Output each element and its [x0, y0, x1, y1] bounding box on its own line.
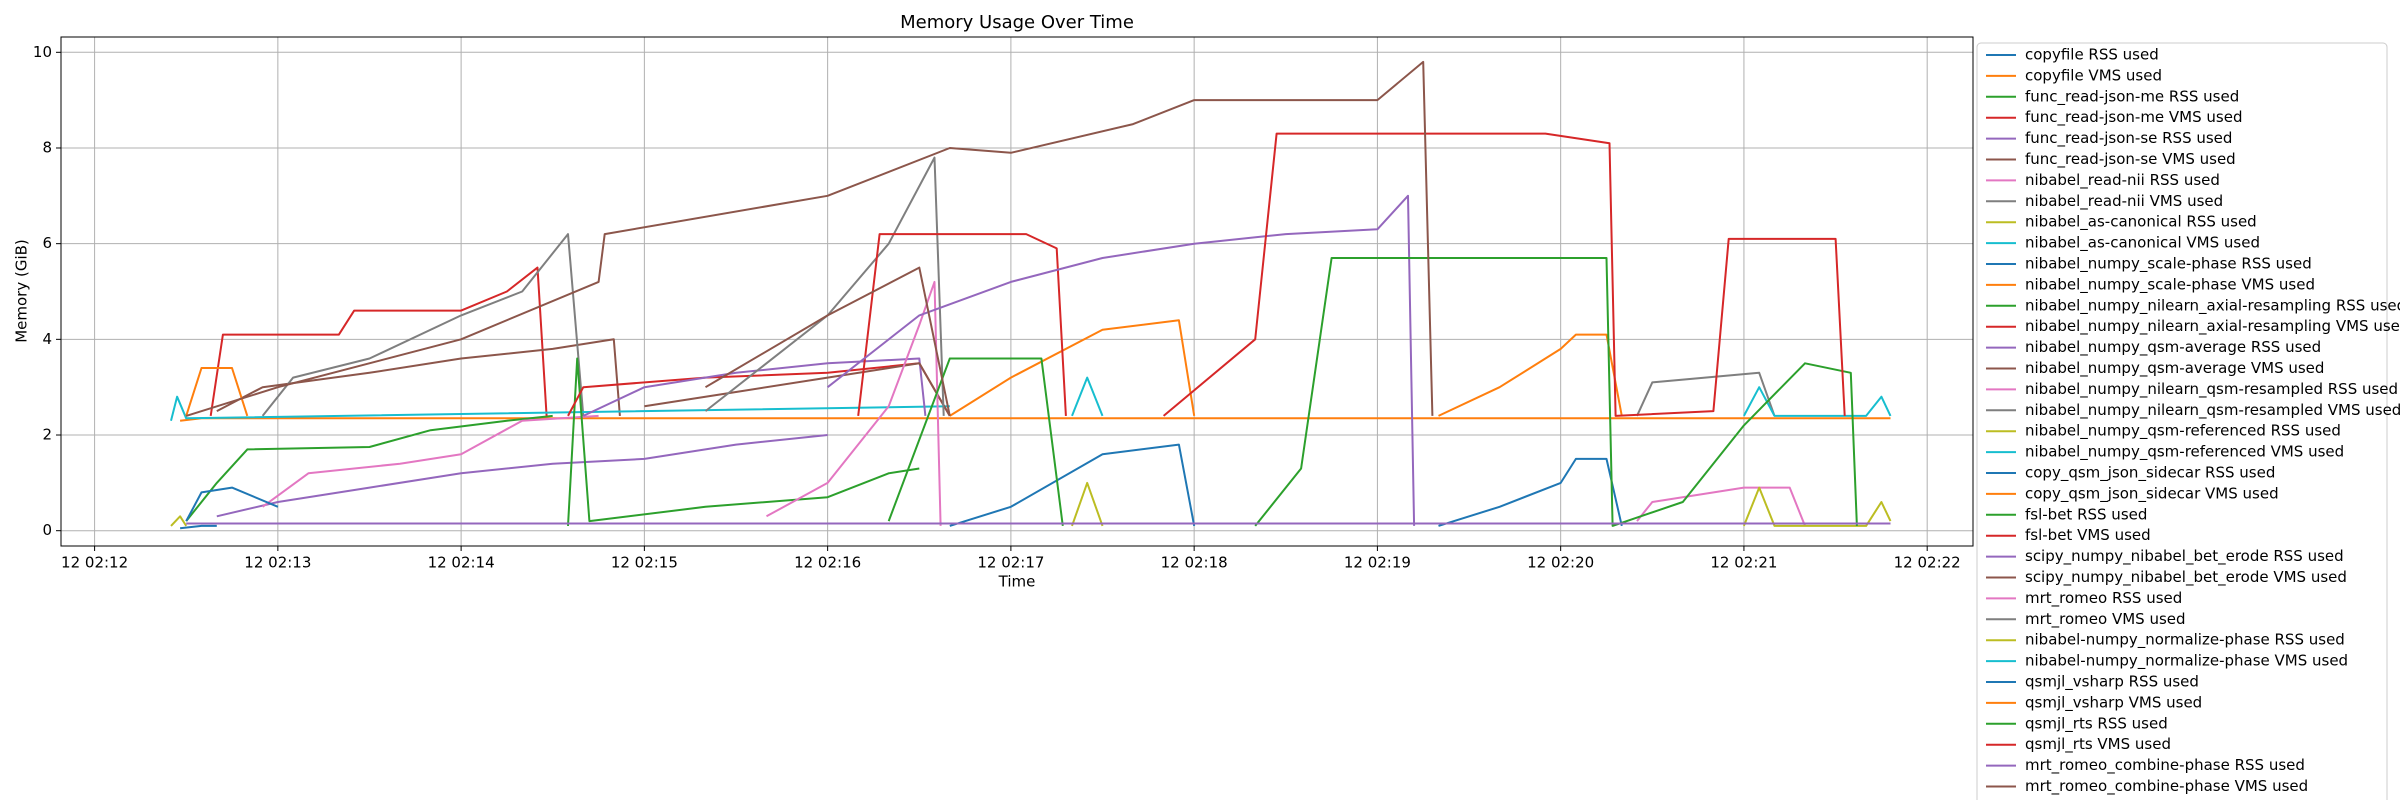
series-line — [185, 486, 279, 522]
x-tick-label: 12 02:18 — [1161, 554, 1228, 572]
legend-label: nibabel_numpy_qsm-referenced RSS used — [2025, 422, 2341, 441]
legend-label: nibabel_numpy_scale-phase RSS used — [2025, 255, 2312, 274]
series-line — [216, 434, 828, 518]
legend-label: nibabel_numpy_nilearn_axial-resampling V… — [2025, 317, 2400, 336]
y-tick-label: 2 — [42, 426, 52, 444]
legend-label: func_read-json-se VMS used — [2025, 150, 2236, 169]
x-tick-label: 12 02:12 — [61, 554, 128, 572]
series-line — [1636, 486, 1806, 527]
series-line — [1254, 257, 1858, 527]
legend-label: scipy_numpy_nibabel_bet_erode VMS used — [2025, 568, 2347, 587]
x-tick-label: 12 02:13 — [244, 554, 311, 572]
series-line — [949, 443, 1196, 527]
series-line — [1162, 132, 1846, 417]
series-line — [216, 338, 621, 416]
x-tick-label: 12 02:21 — [1710, 554, 1777, 572]
series-line — [179, 417, 1891, 422]
series-line — [170, 395, 950, 421]
legend-label: fsl-bet VMS used — [2025, 526, 2151, 544]
y-tick-label: 0 — [42, 521, 52, 539]
legend-label: nibabel_numpy_scale-phase VMS used — [2025, 275, 2315, 294]
series-line — [1071, 481, 1104, 527]
legend-label: qsmjl_rts RSS used — [2025, 714, 2168, 733]
legend-label: func_read-json-me RSS used — [2025, 87, 2239, 106]
legend-label: nibabel_as-canonical VMS used — [2025, 234, 2260, 253]
series-line — [1742, 486, 1892, 527]
legend-label: mrt_romeo VMS used — [2025, 610, 2186, 629]
series-line — [766, 280, 942, 526]
legend-label: nibabel_read-nii VMS used — [2025, 192, 2223, 211]
series-line — [185, 60, 1434, 417]
y-axis-label: Memory (GiB) — [13, 239, 31, 343]
series-line — [644, 362, 951, 417]
y-tick-label: 4 — [42, 330, 52, 348]
series-line — [261, 233, 585, 417]
series-line — [704, 266, 951, 417]
legend-label: func_read-json-se RSS used — [2025, 129, 2232, 148]
legend-label: func_read-json-me VMS used — [2025, 108, 2243, 127]
legend-label: mrt_romeo RSS used — [2025, 589, 2182, 608]
legend-label: nibabel_as-canonical RSS used — [2025, 213, 2257, 232]
legend-label: qsmjl_vsharp RSS used — [2025, 673, 2199, 692]
legend-label: copyfile VMS used — [2025, 66, 2162, 84]
series-line — [170, 515, 188, 527]
legend-label: mrt_romeo_combine-phase VMS used — [2025, 777, 2308, 796]
legend-label: copy_qsm_json_sidecar VMS used — [2025, 484, 2279, 503]
y-tick-label: 8 — [42, 138, 52, 156]
series-line — [262, 414, 599, 508]
series-line — [1438, 333, 1623, 417]
x-tick-label: 12 02:17 — [977, 554, 1044, 572]
series-line — [887, 357, 1064, 527]
legend-label: scipy_numpy_nibabel_bet_erode RSS used — [2025, 547, 2344, 566]
legend-box — [1976, 42, 2388, 800]
y-tick-label: 6 — [42, 234, 52, 252]
legend-label: nibabel-numpy_normalize-phase RSS used — [2025, 631, 2345, 650]
legend-label: nibabel_numpy_nilearn_axial-resampling R… — [2025, 296, 2400, 315]
series-line — [1071, 376, 1104, 417]
x-tick-label: 12 02:15 — [611, 554, 678, 572]
series-line — [582, 357, 927, 417]
series-line — [1636, 371, 1776, 417]
series-line — [567, 357, 920, 526]
legend-label: nibabel_read-nii RSS used — [2025, 171, 2220, 190]
legend-label: nibabel_numpy_qsm-referenced VMS used — [2025, 443, 2344, 462]
legend-label: copyfile RSS used — [2025, 46, 2159, 64]
series-line — [185, 367, 249, 417]
legend-label: copy_qsm_json_sidecar RSS used — [2025, 464, 2275, 483]
x-tick-label: 12 02:19 — [1344, 554, 1411, 572]
x-tick-label: 12 02:16 — [794, 554, 861, 572]
x-axis-label: Time — [998, 573, 1036, 591]
series-line — [179, 524, 217, 530]
series-line — [826, 194, 1416, 526]
legend-label: nibabel_numpy_nilearn_qsm-resampled RSS … — [2025, 380, 2398, 399]
legend-label: nibabel_numpy_nilearn_qsm-resampled VMS … — [2025, 401, 2400, 420]
legend-label: nibabel_numpy_qsm-average RSS used — [2025, 338, 2321, 357]
x-tick-label: 12 02:14 — [428, 554, 495, 572]
legend-label: nibabel_numpy_qsm-average VMS used — [2025, 359, 2324, 378]
legend-label: mrt_romeo_combine-phase RSS used — [2025, 756, 2305, 775]
legend-label: qsmjl_vsharp VMS used — [2025, 693, 2202, 712]
series-line — [949, 319, 1196, 417]
chart-title: Memory Usage Over Time — [900, 12, 1134, 33]
series-line — [704, 156, 945, 416]
series-line — [857, 233, 1067, 417]
series-line — [209, 266, 548, 417]
series-line — [185, 414, 553, 522]
legend-label: nibabel-numpy_normalize-phase VMS used — [2025, 652, 2348, 671]
x-tick-label: 12 02:20 — [1527, 554, 1594, 572]
legend-label: fsl-bet RSS used — [2025, 505, 2147, 523]
legend-label: qsmjl_rts VMS used — [2025, 735, 2171, 754]
x-tick-label: 12 02:22 — [1894, 554, 1961, 572]
plot-frame — [60, 36, 1974, 547]
y-tick-label: 10 — [33, 43, 52, 61]
series-line — [1438, 457, 1623, 527]
series-line — [1743, 386, 1892, 417]
